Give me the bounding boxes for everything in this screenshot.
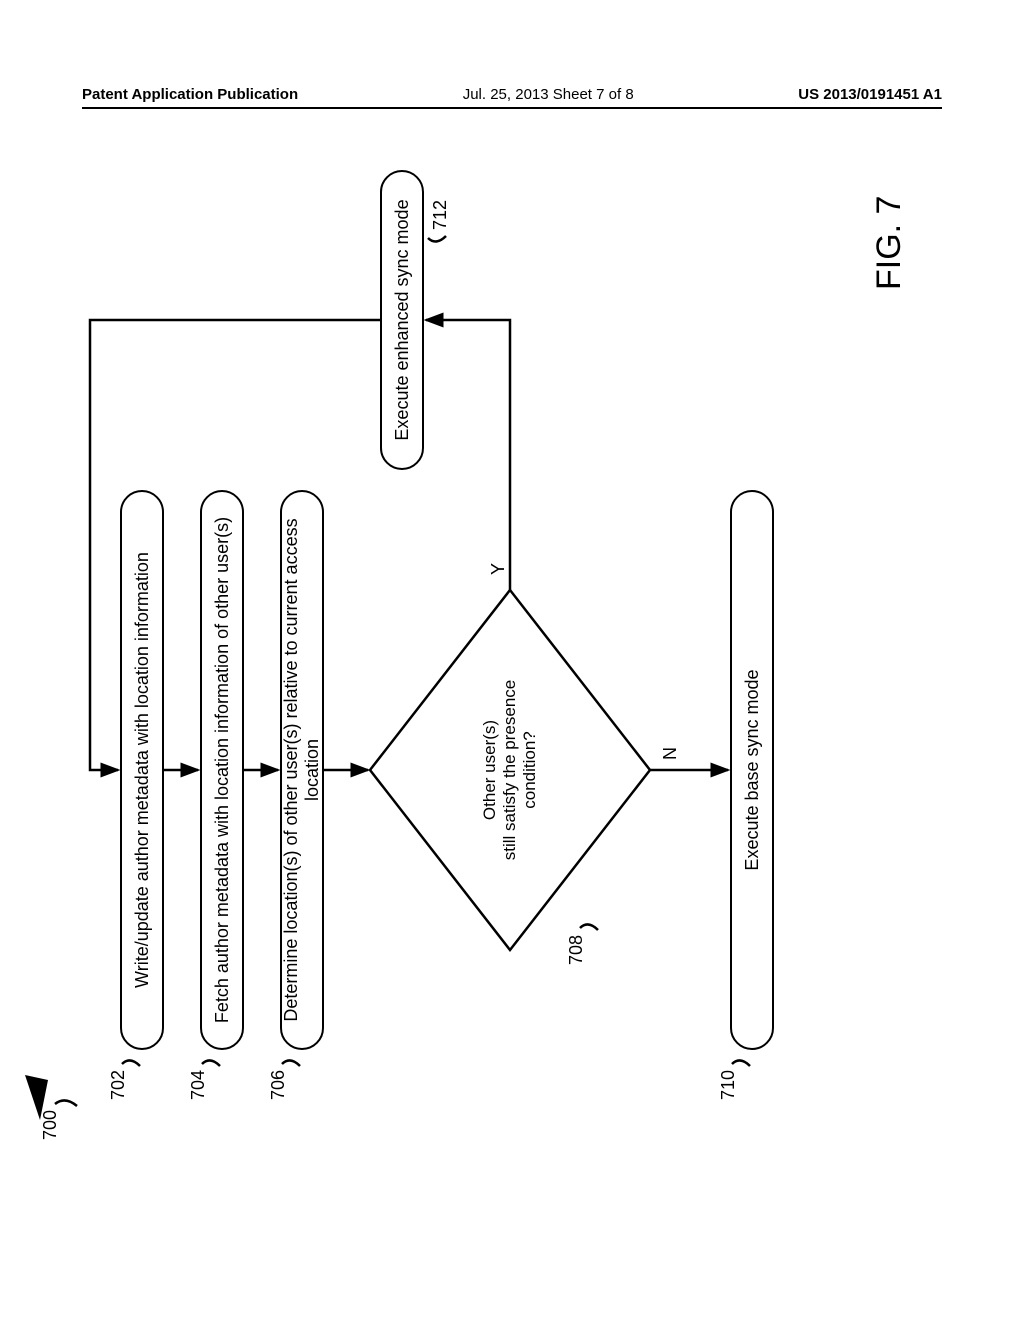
ref-712: 712	[430, 200, 451, 230]
ref-704: 704	[188, 1070, 209, 1100]
ref-700: 700	[40, 1110, 61, 1140]
node-706: Determine location(s) of other user(s) r…	[280, 490, 324, 1050]
node-712: Execute enhanced sync mode	[380, 170, 424, 470]
node-712-text: Execute enhanced sync mode	[392, 199, 413, 440]
node-702-text: Write/update author metadata with locati…	[132, 552, 153, 988]
header-right: US 2013/0191451 A1	[798, 86, 942, 103]
ref-708: 708	[566, 935, 587, 965]
page-header: Patent Application Publication Jul. 25, …	[82, 86, 942, 109]
header-center: Jul. 25, 2013 Sheet 7 of 8	[463, 86, 634, 103]
node-708-text: Other user(s) still satisfy the presence…	[480, 660, 540, 880]
node-706-text: Determine location(s) of other user(s) r…	[281, 508, 323, 1032]
figure-label: FIG. 7	[870, 196, 909, 290]
branch-no-label: N	[660, 747, 681, 760]
ref-710: 710	[718, 1070, 739, 1100]
header-left: Patent Application Publication	[82, 86, 298, 103]
node-702: Write/update author metadata with locati…	[120, 490, 164, 1050]
node-710-text: Execute base sync mode	[742, 669, 763, 870]
branch-yes-label: Y	[488, 563, 509, 575]
flowchart: 700 Write/update author metadata with lo…	[0, 130, 1024, 1230]
node-704: Fetch author metadata with location info…	[200, 490, 244, 1050]
ref-706: 706	[268, 1070, 289, 1100]
node-710: Execute base sync mode	[730, 490, 774, 1050]
diagram-container: 700 Write/update author metadata with lo…	[0, 130, 1024, 1230]
ref-702: 702	[108, 1070, 129, 1100]
node-704-text: Fetch author metadata with location info…	[212, 517, 233, 1023]
